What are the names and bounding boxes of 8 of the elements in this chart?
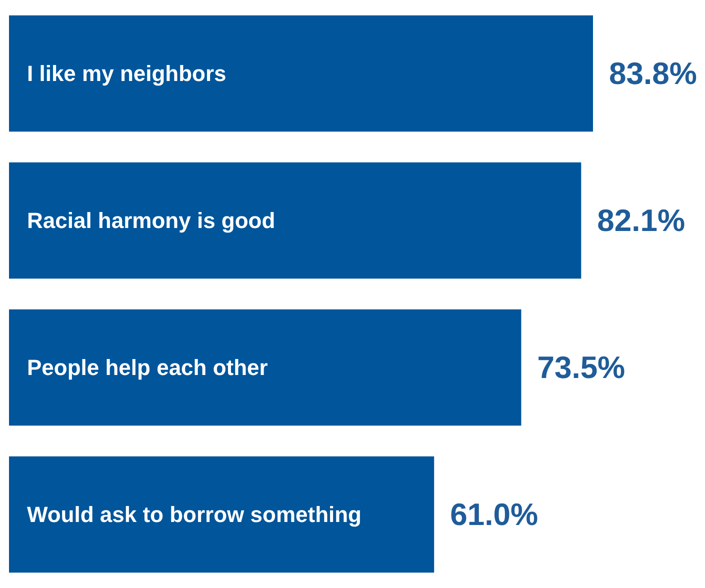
y-tick-label: Would ask to borrow something	[27, 502, 362, 527]
data-label: 82.1%	[597, 203, 686, 238]
y-tick-label: Racial harmony is good	[27, 208, 276, 233]
y-tick-label: I like my neighbors	[27, 61, 226, 86]
y-tick-label: People help each other	[27, 355, 268, 380]
data-label: 61.0%	[450, 497, 538, 532]
data-label: 73.5%	[537, 350, 626, 385]
data-label: 83.8%	[609, 56, 697, 91]
